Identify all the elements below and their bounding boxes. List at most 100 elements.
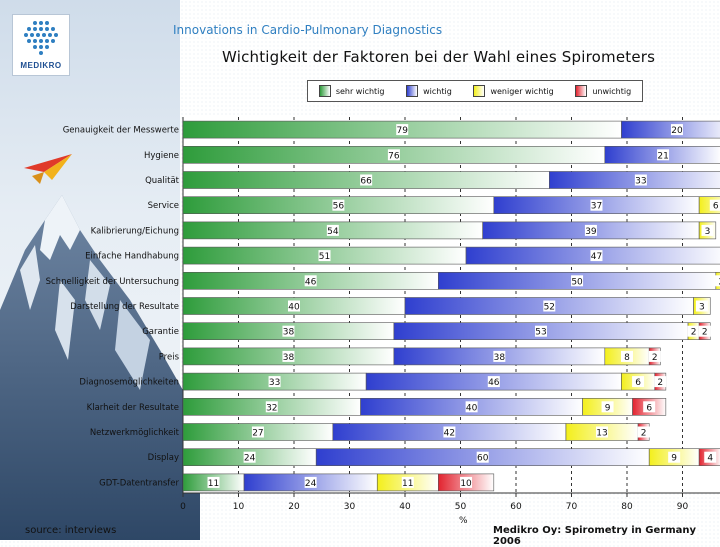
category-label: Diagnosemöglichkeiten: [79, 378, 179, 388]
bars-group: 7920762166335637654393514746502405233853…: [183, 120, 720, 492]
data-label: 52: [544, 303, 555, 313]
data-label-bg: [476, 451, 489, 463]
x-tick-label: 60: [510, 502, 522, 512]
data-label: 32: [266, 403, 277, 413]
bar-segment-wichtig: [621, 120, 720, 139]
data-label-bg: [288, 300, 300, 312]
x-tick-label: 20: [288, 502, 300, 512]
mountain-image: [0, 195, 200, 540]
data-label: 56: [333, 202, 345, 212]
data-label: 6: [635, 378, 641, 388]
category-label: Garantie: [142, 327, 179, 337]
category-label: GDT-Datentransfer: [99, 478, 179, 488]
data-label: 51: [319, 252, 330, 262]
source-note: source: interviews: [25, 525, 117, 536]
data-label-bg: [601, 401, 614, 413]
category-label: Kalibrierung/Eichung: [91, 226, 179, 236]
data-label-bg: [670, 124, 683, 136]
x-tick-label: 30: [344, 502, 356, 512]
data-label-bg: [704, 451, 717, 463]
category-label: Qualität: [145, 176, 180, 186]
category-label: Netzwerkmöglichkeit: [90, 428, 180, 438]
chart-legend: sehr wichtig wichtig weniger wichtig unwich…: [307, 80, 643, 102]
x-tick-label: 70: [566, 502, 578, 512]
data-label-bg: [701, 224, 714, 236]
data-label: 4: [707, 454, 713, 464]
data-label-bg: [534, 325, 547, 337]
data-label-bg: [304, 275, 317, 287]
data-label: 33: [269, 378, 280, 388]
data-label-bg: [590, 199, 603, 211]
data-label-bg: [493, 350, 506, 362]
data-label: 50: [571, 277, 583, 287]
data-label: 2: [657, 378, 663, 388]
data-label: 27: [252, 429, 263, 439]
data-label-bg: [465, 401, 478, 413]
logo-text: MEDIKRO: [20, 61, 62, 70]
data-label-bg: [709, 199, 720, 211]
data-label-bg: [243, 451, 256, 463]
data-label-bg: [443, 426, 456, 438]
data-label-bg: [543, 300, 556, 312]
category-label: Darstellung der Resultate: [70, 302, 179, 312]
data-label: 2: [718, 277, 720, 287]
data-label: 66: [360, 177, 372, 187]
data-label-bg: [668, 451, 681, 463]
data-label: 54: [327, 227, 339, 237]
legend-label: wichtig: [423, 86, 452, 96]
category-label: Hygiene: [144, 151, 179, 161]
data-label: 2: [652, 353, 658, 363]
data-label-bg: [634, 174, 647, 186]
data-label-bg: [304, 476, 317, 488]
category-label: Klarheit der Resultate: [87, 403, 179, 413]
data-label-bg: [396, 124, 409, 136]
data-label-bg: [326, 224, 339, 236]
data-label: 2: [641, 429, 647, 439]
data-label: 24: [244, 454, 256, 464]
legend-swatch: [406, 85, 419, 97]
data-label: 33: [635, 177, 646, 187]
credit-note: Medikro Oy: Spirometry in Germany 2006: [493, 525, 697, 547]
category-label: Schnelligkeit der Untersuchung: [46, 277, 179, 287]
data-label-bg: [460, 476, 473, 488]
data-label: 42: [444, 429, 455, 439]
data-label-bg: [657, 149, 670, 161]
data-label-bg: [715, 275, 720, 287]
data-label: 10: [460, 479, 472, 489]
data-label-bg: [621, 350, 633, 362]
data-label: 2: [691, 328, 697, 338]
tagline: Innovations in Cardio-Pulmonary Diagnost…: [173, 23, 443, 37]
data-label-bg: [265, 401, 278, 413]
data-label: 40: [466, 403, 478, 413]
data-label: 24: [305, 479, 317, 489]
bar-segment-wichtig: [548, 171, 720, 189]
legend-label: unwichtig: [592, 86, 632, 96]
data-label: 3: [699, 303, 705, 313]
data-label: 76: [388, 151, 400, 161]
data-label-bg: [698, 325, 711, 337]
data-label-bg: [207, 476, 220, 488]
category-label: Display: [148, 453, 179, 463]
data-label: 60: [477, 454, 489, 464]
data-label-bg: [282, 350, 295, 362]
category-label: Genauigkeit der Messwerte: [63, 126, 179, 136]
x-axis-label: %: [459, 516, 468, 526]
x-tick-label: 10: [233, 502, 245, 512]
data-label: 11: [208, 479, 219, 489]
category-label: Service: [148, 201, 179, 211]
legend-item-unwichtig: unwichtig: [575, 85, 631, 97]
data-label: 9: [605, 403, 611, 413]
data-label: 9: [671, 454, 677, 464]
legend-item-wichtig: wichtig: [406, 85, 452, 97]
data-label-bg: [584, 224, 597, 236]
data-label: 39: [585, 227, 597, 237]
data-label-bg: [596, 426, 609, 438]
data-label: 53: [535, 328, 546, 338]
data-label: 20: [671, 126, 683, 136]
data-label: 6: [646, 403, 652, 413]
data-label-bg: [282, 325, 295, 337]
data-label: 46: [488, 378, 500, 388]
data-label: 11: [402, 479, 413, 489]
data-label-bg: [401, 476, 414, 488]
